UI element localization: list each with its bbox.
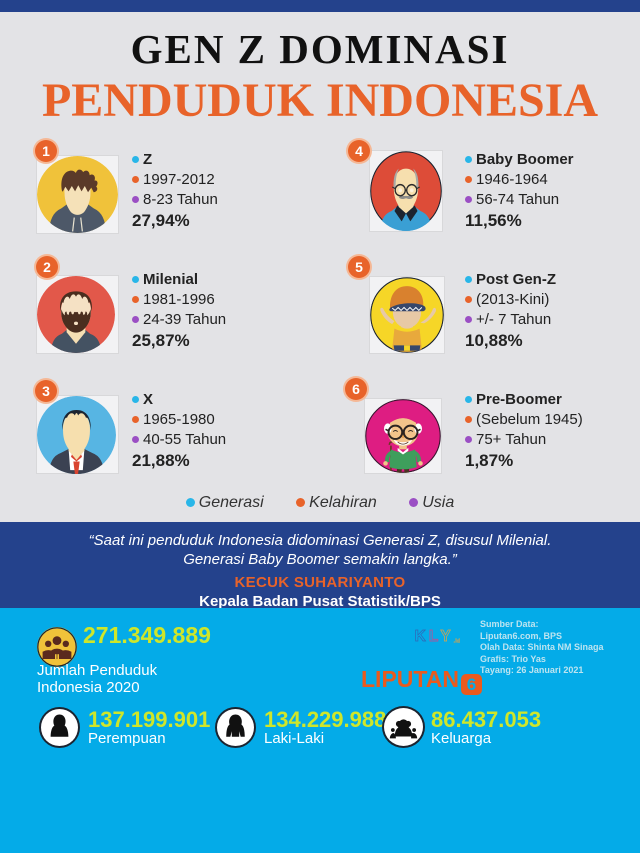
svg-text:Y: Y	[440, 628, 451, 645]
svg-text:.id: .id	[454, 638, 461, 644]
svg-text:K: K	[415, 628, 427, 645]
svg-text:L: L	[429, 628, 438, 645]
